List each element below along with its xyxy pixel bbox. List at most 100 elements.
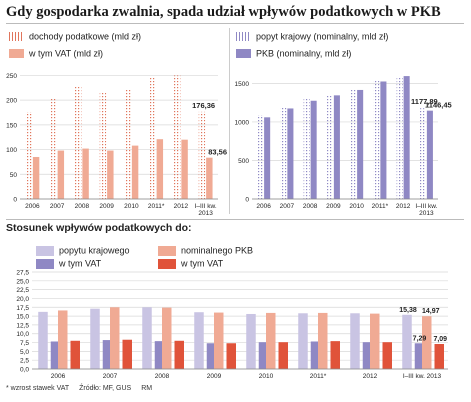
bar-vat-popyt <box>310 341 321 369</box>
bar-vat-popyt <box>258 342 269 369</box>
bar-pkb <box>422 316 432 369</box>
x-tick-label: 2008 <box>75 203 90 210</box>
bar-total <box>303 98 310 199</box>
bar-vat-popyt <box>362 342 373 369</box>
legend-item-vat-pkb: w tym VAT <box>158 258 223 269</box>
bar-vat-pkb <box>70 340 80 369</box>
x-tick-label: 2012 <box>396 203 411 210</box>
bar-total <box>257 115 264 199</box>
bar-vat-pkb <box>330 341 340 369</box>
y-tick-label: 100 <box>6 147 17 154</box>
legend-swatch-lavender <box>36 245 54 256</box>
bar-part <box>310 100 317 199</box>
data-label: 7,09 <box>433 336 447 343</box>
bar-total <box>25 111 32 199</box>
bar-popyt <box>246 313 256 369</box>
y-tick-label: 150 <box>6 122 17 129</box>
y-tick-label: 2,5 <box>20 358 29 365</box>
x-tick-label: 2012 <box>363 373 378 380</box>
bar-pkb <box>58 310 68 369</box>
legend-swatch-dotted-salmon <box>9 32 24 42</box>
data-label: 83,56 <box>208 148 227 157</box>
panel-separator <box>229 28 230 214</box>
x-tick-label: 2006 <box>256 203 271 210</box>
bar-part <box>181 139 188 199</box>
y-tick-label: 7,5 <box>20 340 29 347</box>
legend-label: PKB (nominalny, mld zł) <box>256 48 352 59</box>
y-tick-label: 50 <box>10 172 18 179</box>
bar-popyt <box>298 313 308 369</box>
bar-part <box>156 139 164 199</box>
section-divider <box>6 219 464 220</box>
y-tick-label: 27,5 <box>16 270 29 277</box>
x-tick-label: 2009 <box>99 203 114 210</box>
x-tick-label: 2006 <box>25 203 40 210</box>
x-tick-label: 2010 <box>349 203 364 210</box>
legend-label: w tym VAT <box>59 258 102 269</box>
bar-popyt <box>38 311 48 369</box>
bar-vat-popyt <box>102 340 113 369</box>
legend-label: dochody podatkowe (mld zł) <box>29 31 142 42</box>
bar-total <box>350 88 357 199</box>
y-tick-label: 0 <box>245 197 249 204</box>
legend-item-popytu: popytu krajowego <box>36 245 130 256</box>
bar-popyt <box>350 313 360 369</box>
bar-total <box>74 86 82 199</box>
bar-pkb <box>162 307 172 369</box>
bar-pkb <box>266 312 276 369</box>
footnote: * wzrost stawek VAT <box>6 385 70 392</box>
bar-part <box>131 145 139 199</box>
x-tick-label: 2011* <box>148 203 165 210</box>
bar-popyt <box>142 307 152 369</box>
bar-part <box>426 110 433 199</box>
bar-part <box>264 117 271 199</box>
title-divider <box>6 23 464 24</box>
bar-total <box>396 76 403 199</box>
legend-item-dochody: dochody podatkowe (mld zł) <box>9 31 141 42</box>
bar-popyt <box>194 312 204 369</box>
x-tick-label: I–III kw. <box>415 203 437 210</box>
bar-vat-pkb <box>122 339 132 369</box>
credit: RM <box>141 385 153 392</box>
legend-swatch-purple <box>36 258 54 269</box>
legend-swatch-salmon <box>158 245 176 256</box>
bar-vat-pkb <box>226 343 236 369</box>
bar-total <box>198 111 206 199</box>
bar-vat-popyt <box>414 343 425 369</box>
legend-swatch-red <box>158 258 176 269</box>
bar-vat-pkb <box>278 342 288 369</box>
source: Źródło: MF, GUS <box>79 385 132 392</box>
y-tick-label: 12,5 <box>16 322 29 329</box>
legend-label: popyt krajowy (nominalny, mld zł) <box>256 31 389 42</box>
y-tick-label: 250 <box>6 73 17 80</box>
x-tick-label: 2010 <box>124 203 139 210</box>
bar-vat-pkb <box>434 343 444 369</box>
legend-label: w tym VAT (mld zł) <box>29 48 103 59</box>
data-label: 1146,45 <box>425 101 452 110</box>
bar-part <box>32 156 40 199</box>
x-tick-label: 2006 <box>51 373 66 380</box>
bar-total <box>326 95 333 199</box>
legend-swatch-salmon <box>9 49 24 59</box>
y-tick-label: 5,0 <box>20 349 29 356</box>
bar-total <box>280 106 287 199</box>
bar-total <box>173 75 181 199</box>
data-label: 14,97 <box>422 308 440 315</box>
bar-part <box>57 150 65 199</box>
x-tick-label: I–III kw. 2013 <box>403 373 442 380</box>
bar-vat-pkb <box>174 340 184 369</box>
bar-part <box>82 148 89 199</box>
bar-pkb <box>214 312 224 369</box>
x-tick-label: 2009 <box>207 373 222 380</box>
bar-part <box>206 157 213 199</box>
bar-part <box>333 95 340 199</box>
bar-total <box>149 77 156 199</box>
bar-popyt <box>90 308 100 369</box>
bar-total <box>50 97 57 199</box>
data-label: 15,38 <box>399 307 417 314</box>
bar-total <box>99 92 107 199</box>
bar-popyt <box>402 314 412 369</box>
x-tick-label: 2008 <box>155 373 170 380</box>
x-tick-label: 2007 <box>280 203 295 210</box>
